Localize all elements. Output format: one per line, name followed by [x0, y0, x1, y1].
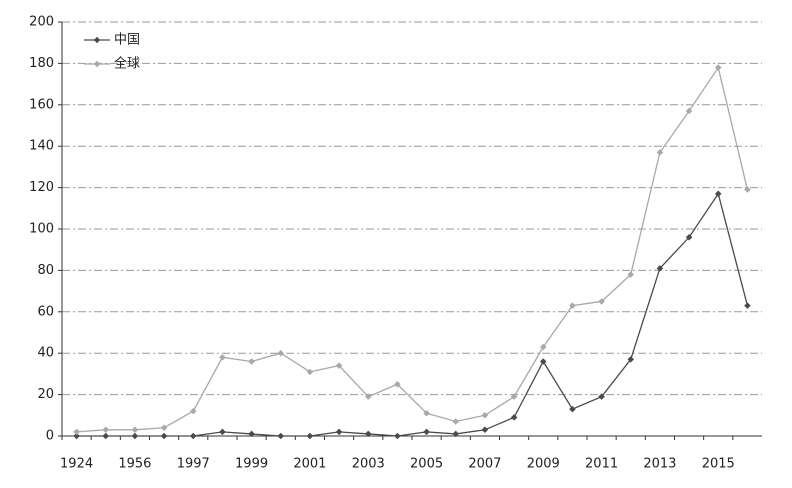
series-line: [76, 65, 749, 433]
x-tick-label: 1997: [177, 457, 210, 472]
point: [714, 190, 722, 198]
point: [306, 432, 314, 440]
x-tick-label: 1956: [118, 457, 151, 472]
point: [189, 407, 197, 415]
x-tick-label: 1924: [60, 457, 93, 472]
point: [219, 354, 226, 361]
point: [364, 393, 372, 400]
point: [102, 426, 110, 434]
point: [539, 358, 547, 365]
y-tick-label: 200: [29, 15, 54, 30]
point: [102, 432, 110, 440]
point: [73, 432, 80, 440]
point: [656, 265, 664, 272]
point: [481, 412, 489, 419]
y-tick-label: 140: [29, 139, 54, 154]
point: [510, 393, 518, 400]
point: [685, 234, 693, 241]
legend-label: 全球: [114, 56, 140, 72]
point: [481, 426, 489, 434]
point: [569, 405, 576, 413]
legend-label: 中国: [114, 33, 140, 48]
point: [423, 409, 430, 417]
point: [744, 302, 751, 309]
point: [219, 428, 226, 436]
y-tick-label: 160: [29, 97, 54, 112]
x-tick-label: 2001: [293, 457, 326, 472]
point: [131, 426, 139, 434]
x-tick-label: 2015: [702, 457, 735, 472]
y-tick-label: 0: [46, 429, 54, 444]
legend-marker: [93, 60, 101, 68]
point: [131, 432, 139, 440]
point: [335, 428, 343, 436]
point: [539, 343, 547, 351]
point: [627, 356, 635, 363]
y-tick-label: 20: [37, 387, 54, 402]
point: [394, 432, 401, 440]
y-tick-label: 60: [37, 304, 54, 319]
point: [627, 271, 635, 278]
y-tick-label: 120: [29, 180, 54, 195]
point: [598, 393, 605, 400]
y-tick-label: 100: [29, 222, 54, 237]
point: [277, 349, 285, 357]
point: [335, 362, 343, 369]
point: [452, 430, 460, 438]
x-tick-label: 2007: [468, 457, 501, 472]
point: [598, 298, 605, 305]
x-tick-label: 2011: [585, 457, 618, 472]
x-tick-label: 1999: [235, 457, 268, 472]
point: [364, 430, 372, 438]
y-tick-label: 180: [29, 56, 54, 71]
point: [160, 432, 168, 440]
point: [248, 358, 255, 365]
point: [189, 432, 197, 440]
x-tick-label: 2003: [352, 457, 385, 472]
x-tick-label: 2013: [643, 457, 676, 472]
x-tick-label: 2009: [527, 457, 560, 472]
y-tick-label: 40: [37, 346, 54, 361]
point: [73, 428, 80, 436]
point: [510, 414, 518, 421]
legend-marker: [93, 36, 101, 44]
point: [423, 428, 430, 436]
point: [277, 432, 285, 440]
point: [452, 418, 460, 425]
point: [160, 424, 168, 431]
point: [569, 302, 576, 309]
point: [394, 380, 401, 388]
series-line: [76, 192, 749, 437]
y-tick-label: 80: [37, 263, 54, 278]
point: [306, 368, 314, 376]
x-tick-label: 2005: [410, 457, 443, 472]
